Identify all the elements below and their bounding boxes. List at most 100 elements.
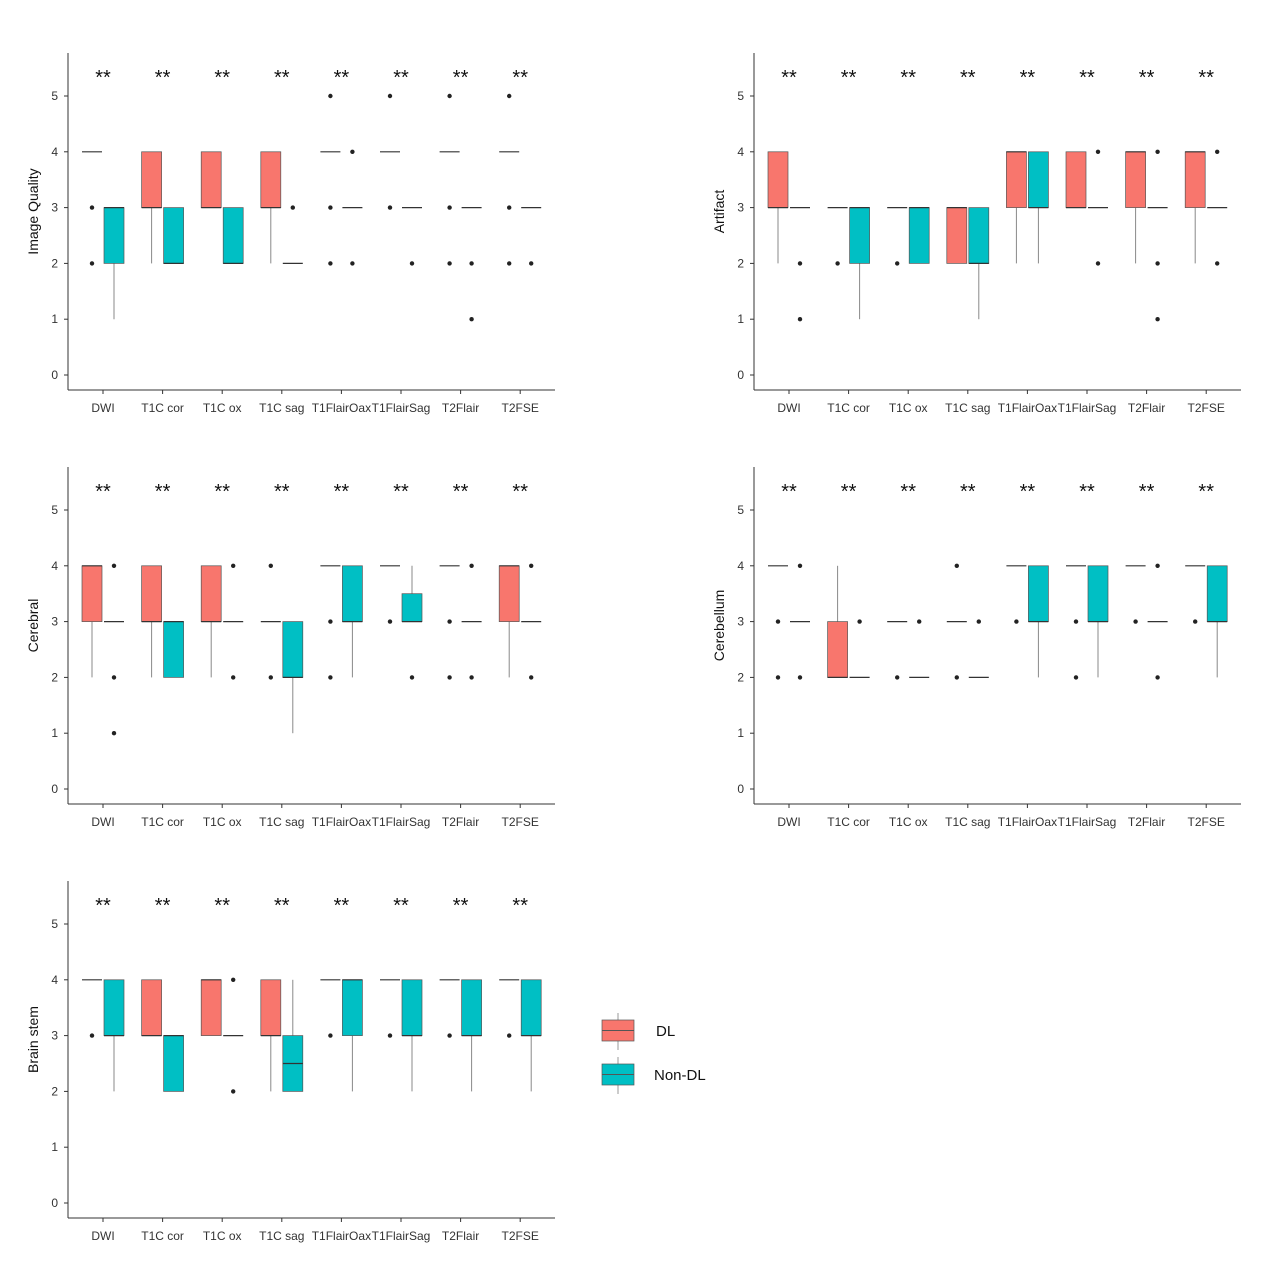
significance-label: ** — [453, 895, 469, 917]
significance-label: ** — [334, 481, 350, 503]
significance-label: ** — [274, 895, 290, 917]
significance-label: ** — [334, 67, 350, 89]
box-body — [1028, 565, 1049, 622]
box-non-dl-7 — [461, 979, 482, 1092]
legend-item-non-dl: Non-DL — [601, 1057, 706, 1094]
box-non-dl-2 — [163, 1034, 184, 1092]
box-non-dl-8 — [521, 207, 542, 266]
outlier-point — [1073, 675, 1079, 680]
box-body — [342, 979, 363, 1036]
box-dl-4 — [946, 563, 967, 680]
significance-label: ** — [393, 481, 409, 503]
box-body — [260, 151, 282, 208]
outlier-point — [469, 261, 474, 266]
outlier-point — [1155, 261, 1160, 266]
box-body — [968, 207, 990, 264]
box-non-dl-5 — [1028, 151, 1049, 264]
box-non-dl-2 — [849, 619, 870, 679]
box-body — [1125, 151, 1146, 208]
box-dl-3 — [887, 620, 908, 680]
box-body — [498, 565, 520, 622]
box-non-dl-6 — [402, 207, 422, 266]
chart-panel-3: 0 1 2 3 4 5 Cerebral DWI ** T1C cor ** T1C ox ** T1C … — [25, 467, 555, 829]
box-non-dl-8 — [521, 563, 542, 680]
box-body — [1065, 151, 1087, 208]
outlier-point — [328, 675, 333, 680]
significance-label: ** — [155, 895, 171, 917]
box-body — [200, 151, 222, 208]
box-dl-1 — [768, 565, 788, 680]
significance-label: ** — [900, 481, 916, 503]
box-dl-7 — [1125, 151, 1146, 264]
x-tick-label: T1C cor — [827, 401, 870, 415]
box-non-dl-4 — [282, 205, 303, 264]
box-body — [1184, 151, 1206, 208]
box-non-dl-3 — [223, 977, 244, 1094]
box-non-dl-4 — [968, 207, 990, 320]
significance-label: ** — [1079, 481, 1095, 503]
outlier-point — [797, 563, 803, 568]
significance-label: ** — [841, 67, 857, 89]
significance-label: ** — [214, 895, 230, 917]
box-dl-8 — [1185, 565, 1206, 624]
significance-label: ** — [95, 895, 111, 917]
box-non-dl-4 — [282, 621, 304, 734]
x-tick-label: T1C cor — [141, 815, 184, 829]
box-non-dl-1 — [103, 207, 125, 320]
significance-label: ** — [781, 67, 797, 89]
outlier-point — [1155, 317, 1160, 322]
outlier-point — [290, 205, 295, 210]
outlier-point — [387, 93, 393, 99]
outlier-point — [954, 563, 959, 568]
significance-label: ** — [393, 67, 409, 89]
significance-label: ** — [841, 481, 857, 503]
outlier-point — [447, 1033, 452, 1038]
outlier-point — [1073, 619, 1079, 624]
outlier-point — [387, 1033, 393, 1038]
box-dl-3 — [887, 207, 908, 266]
box-dl-7 — [439, 565, 460, 680]
y-tick-label: 4 — [51, 973, 58, 987]
box-dl-3 — [200, 565, 222, 678]
box-body — [767, 151, 789, 208]
outlier-point — [409, 261, 415, 266]
box-dl-8 — [499, 979, 520, 1038]
y-tick-label: 5 — [51, 917, 58, 931]
box-dl-1 — [767, 151, 789, 264]
box-dl-5 — [320, 565, 341, 680]
box-non-dl-2 — [163, 207, 184, 264]
significance-label: ** — [155, 481, 171, 503]
box-non-dl-5 — [342, 979, 363, 1092]
box-body — [163, 207, 184, 264]
y-tick-label: 1 — [51, 312, 58, 326]
y-tick-label: 2 — [737, 256, 744, 270]
box-body — [163, 1035, 184, 1092]
outlier-point — [1014, 619, 1019, 624]
chart-panel-5: 0 1 2 3 4 5 Brain stem DWI ** T1C cor ** T1C ox ** T1… — [25, 881, 555, 1243]
box-non-dl-2 — [849, 207, 870, 320]
box-body — [282, 621, 304, 678]
box-body — [520, 979, 542, 1036]
y-tick-label: 2 — [51, 256, 58, 270]
box-non-dl-4 — [282, 979, 304, 1092]
significance-label: ** — [95, 481, 111, 503]
x-tick-label: DWI — [91, 815, 114, 829]
x-tick-label: T1C cor — [141, 1229, 184, 1243]
outlier-point — [1155, 675, 1160, 680]
y-tick-label: 4 — [51, 145, 58, 159]
significance-label: ** — [393, 895, 409, 917]
x-tick-label: T1C cor — [141, 401, 184, 415]
significance-label: ** — [1198, 481, 1214, 503]
outlier-point — [1133, 619, 1138, 624]
box-dl-4 — [946, 207, 968, 264]
box-body — [401, 979, 423, 1036]
box-non-dl-4 — [968, 619, 989, 679]
significance-label: ** — [453, 67, 469, 89]
significance-label: ** — [1198, 67, 1214, 89]
box-non-dl-3 — [223, 563, 244, 680]
significance-label: ** — [453, 481, 469, 503]
box-dl-5 — [1006, 565, 1027, 624]
significance-label: ** — [214, 67, 230, 89]
box-dl-1 — [82, 151, 102, 266]
